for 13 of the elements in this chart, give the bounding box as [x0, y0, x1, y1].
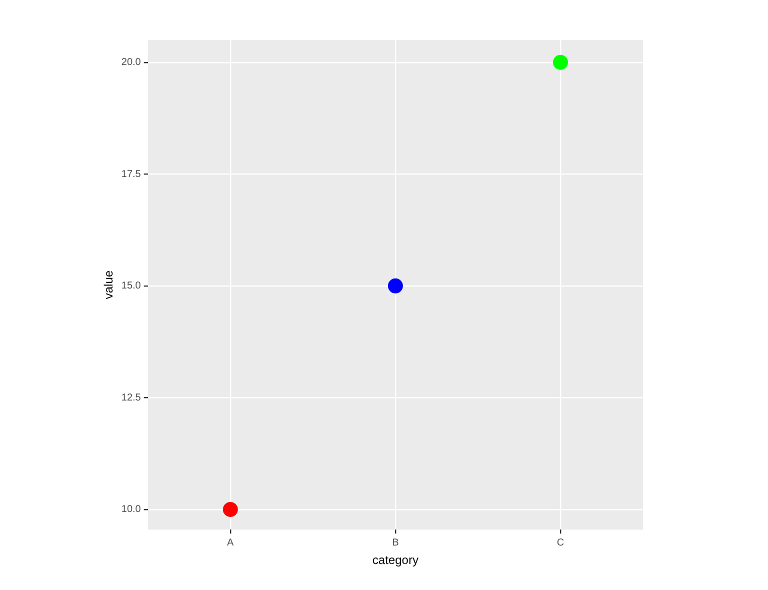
- point: [222, 502, 238, 517]
- y-tick-label: 10.0: [121, 504, 142, 516]
- y-tick-label: 20.0: [121, 57, 142, 68]
- x-tick-label: C: [556, 537, 564, 548]
- x-axis-title: category: [372, 553, 418, 568]
- x-tick-label: A: [227, 537, 234, 548]
- y-axis-title: value: [102, 270, 116, 300]
- point: [552, 54, 568, 70]
- point: [388, 278, 403, 294]
- x-tick-label: B: [392, 537, 400, 548]
- y-tick-label: 17.5: [121, 168, 142, 180]
- y-tick-label: 15.0: [121, 280, 142, 292]
- y-tick-label: 12.5: [121, 392, 142, 404]
